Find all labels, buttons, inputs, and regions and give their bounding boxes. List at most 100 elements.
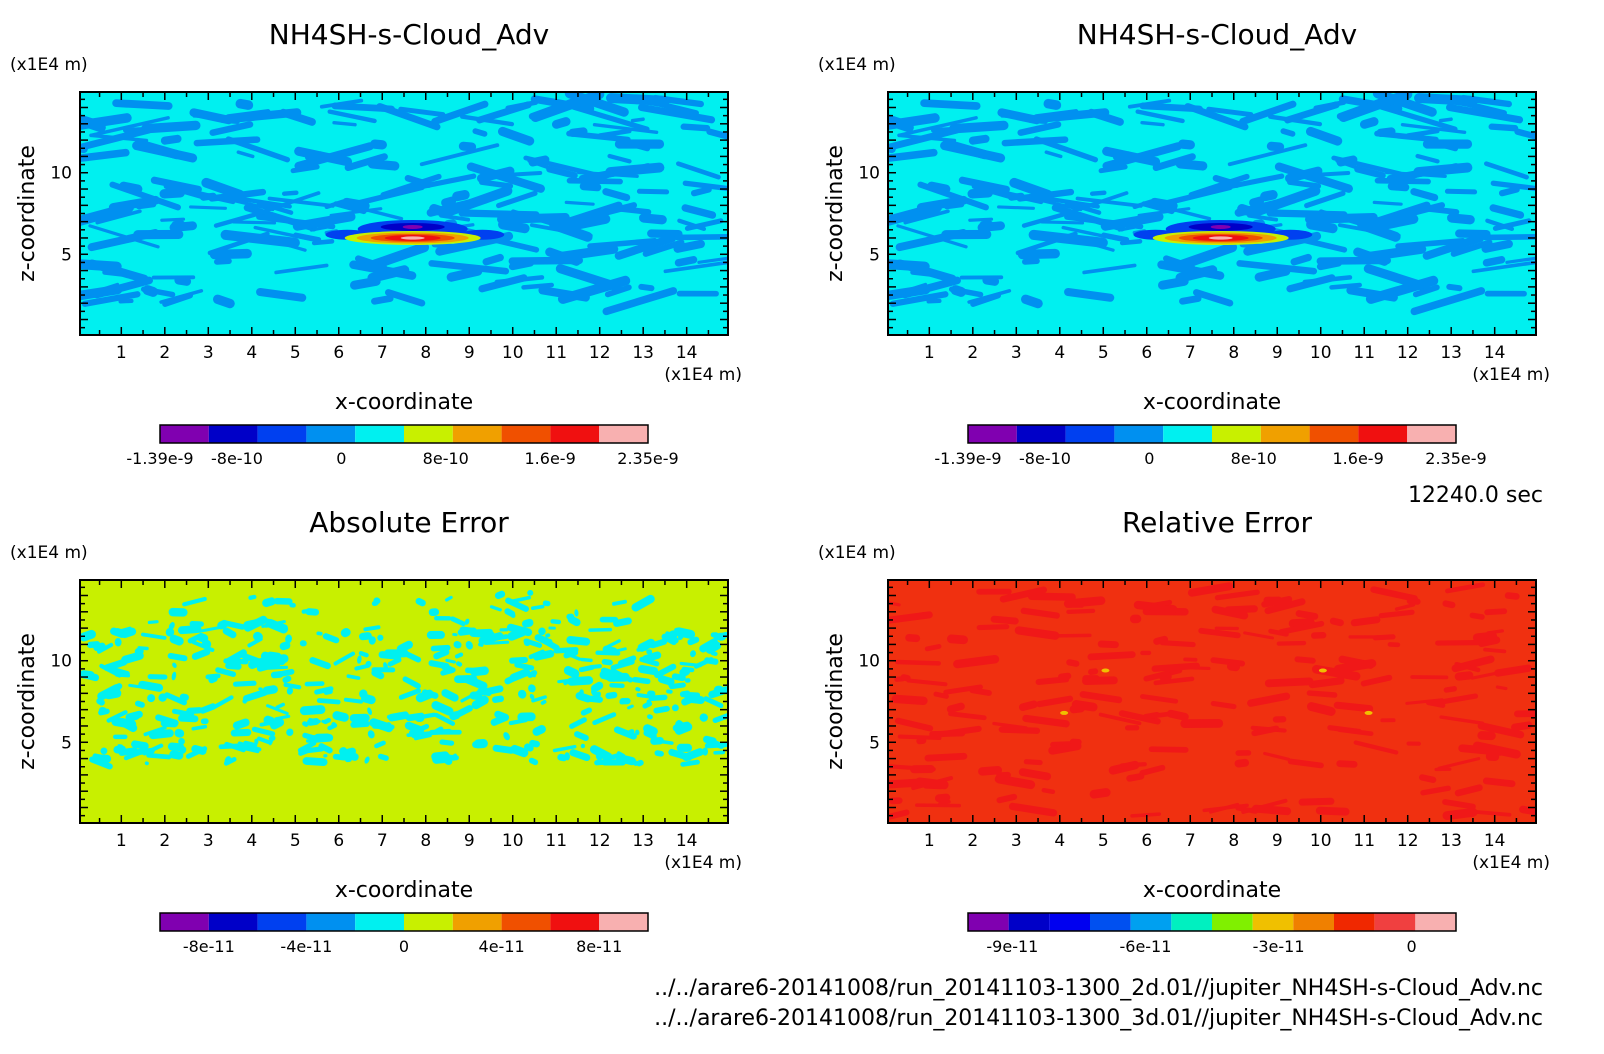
colorbar-segment	[1114, 425, 1164, 443]
colorbar-segment	[208, 425, 258, 443]
x-tick-label: 12	[1397, 343, 1419, 363]
colorbar-tick-label: -1.39e-9	[934, 449, 1001, 468]
x-tick-label: 10	[502, 343, 524, 363]
colorbar-tick-label: 2.35e-9	[1425, 449, 1486, 468]
colorbar-segment	[1374, 913, 1416, 931]
colorbar-tick-label: 1.6e-9	[1333, 449, 1384, 468]
minor-ticks	[888, 92, 1536, 335]
x-tick-label: 3	[203, 343, 214, 363]
y-tick-label: 5	[869, 245, 880, 265]
x-tick-label: 6	[1141, 343, 1152, 363]
x-tick-label: 3	[1011, 343, 1022, 363]
heatmap-pattern	[888, 582, 1536, 821]
x-tick-label: 10	[502, 831, 524, 851]
x-tick-label: 14	[1484, 343, 1506, 363]
heatmap-spot	[1101, 668, 1110, 673]
x-unit-label: (x1E4 m)	[1472, 365, 1550, 385]
heatmap-field	[888, 580, 1536, 823]
heatmap-pattern	[80, 590, 728, 770]
minor-ticks	[888, 580, 1536, 823]
x-tick-label: 7	[377, 831, 388, 851]
colorbar-segment	[355, 425, 404, 443]
colorbar-segment	[1212, 425, 1261, 443]
x-tick-label: 2	[159, 343, 170, 363]
x-tick-label: 10	[1310, 831, 1332, 851]
chart-panel-2: NH4SH-s-Cloud_Adv(x1E4 m)1 2 3 4 5 6 7 8 9 10 11 12…	[818, 18, 1550, 468]
colorbar-segment	[968, 425, 1017, 443]
colorbar-tick-label: 0	[1144, 449, 1154, 468]
x-tick-label: 1	[116, 343, 127, 363]
x-tick-label: 1	[924, 343, 935, 363]
colorbar-tick-label: -6e-11	[1119, 937, 1171, 956]
colorbar-segment	[208, 913, 258, 931]
colorbar-segment	[160, 425, 209, 443]
y-unit-label: (x1E4 m)	[818, 543, 896, 563]
colorbar-segment	[404, 425, 453, 443]
x-tick-label: 14	[676, 831, 698, 851]
x-tick-label: 9	[1272, 343, 1283, 363]
x-tick-label: 4	[246, 343, 257, 363]
colorbar-segment	[599, 913, 648, 931]
x-tick-label: 1	[116, 831, 127, 851]
x-tick-label: 8	[1228, 343, 1239, 363]
colorbar-tick-label: 4e-11	[479, 937, 525, 956]
colorbar-segment	[550, 913, 600, 931]
colorbar-segment	[306, 913, 356, 931]
y-tick-label: 5	[61, 245, 72, 265]
colorbar-tick-label: 0	[336, 449, 346, 468]
colorbar: -8e-11 -4e-11 0 4e-11 8e-11	[159, 912, 649, 956]
colorbar-segment	[1358, 425, 1408, 443]
x-tick-label: 13	[632, 831, 654, 851]
x-tick-label: 4	[246, 831, 257, 851]
x-tick-label: 9	[464, 343, 475, 363]
chart-title: NH4SH-s-Cloud_Adv	[1077, 18, 1357, 51]
colorbar-segment	[404, 913, 453, 931]
x-tick-label: 1	[924, 831, 935, 851]
colorbar-segment	[1163, 425, 1212, 443]
x-tick-label: 13	[632, 343, 654, 363]
x-tick-label: 5	[290, 343, 301, 363]
heatmap-spot	[1060, 710, 1069, 715]
colorbar-segment	[1049, 913, 1090, 931]
colorbar-tick-label: 2.35e-9	[617, 449, 678, 468]
y-tick-label: 5	[869, 733, 880, 753]
colorbar-segment	[257, 425, 307, 443]
x-unit-label: (x1E4 m)	[664, 365, 742, 385]
x-tick-label: 12	[589, 343, 611, 363]
x-axis-title: x-coordinate	[335, 878, 473, 903]
colorbar-segment	[501, 913, 551, 931]
x-tick-label: 2	[967, 343, 978, 363]
colorbar-segment	[1260, 425, 1310, 443]
colorbar-segment	[1293, 913, 1334, 931]
x-tick-label: 7	[1185, 831, 1196, 851]
x-tick-label: 5	[1098, 343, 1109, 363]
x-unit-label: (x1E4 m)	[664, 853, 742, 873]
x-tick-label: 11	[1353, 831, 1375, 851]
x-tick-label: 2	[967, 831, 978, 851]
chart-panel-1: NH4SH-s-Cloud_Adv(x1E4 m)1 2 3 4 5 6 7 8 9 10 11 12…	[10, 18, 742, 468]
colorbar-segment	[1407, 425, 1456, 443]
x-tick-label: 8	[420, 343, 431, 363]
x-tick-label: 6	[333, 343, 344, 363]
colorbar-segment	[1252, 913, 1294, 931]
y-tick-label: 10	[858, 652, 880, 672]
colorbar-segment	[1016, 425, 1066, 443]
chart-panel-4: Relative Error(x1E4 m)1 2 3 4 5 6 7 8 9 10 11 12 13 1…	[818, 506, 1550, 956]
x-tick-label: 8	[1228, 831, 1239, 851]
colorbar: -1.39e-9 -8e-10 0 8e-10 1.6e-9 2.35e-9	[934, 424, 1487, 468]
colorbar-segment	[1334, 913, 1375, 931]
file-path-1: ../../arare6-20141008/run_20141103-1300_…	[654, 976, 1543, 1001]
heatmap-spot	[1318, 668, 1327, 673]
x-tick-label: 11	[545, 831, 567, 851]
colorbar-segment	[306, 425, 356, 443]
x-tick-label: 13	[1440, 343, 1462, 363]
x-tick-label: 12	[589, 831, 611, 851]
x-tick-label: 13	[1440, 831, 1462, 851]
y-axis-title: z-coordinate	[823, 145, 848, 282]
x-axis-title: x-coordinate	[1143, 390, 1281, 415]
chart-title: Relative Error	[1122, 506, 1313, 539]
colorbar-tick-label: 0	[399, 937, 409, 956]
x-tick-label: 6	[1141, 831, 1152, 851]
colorbar-tick-label: 1.6e-9	[525, 449, 576, 468]
colorbar-segment	[1065, 425, 1115, 443]
